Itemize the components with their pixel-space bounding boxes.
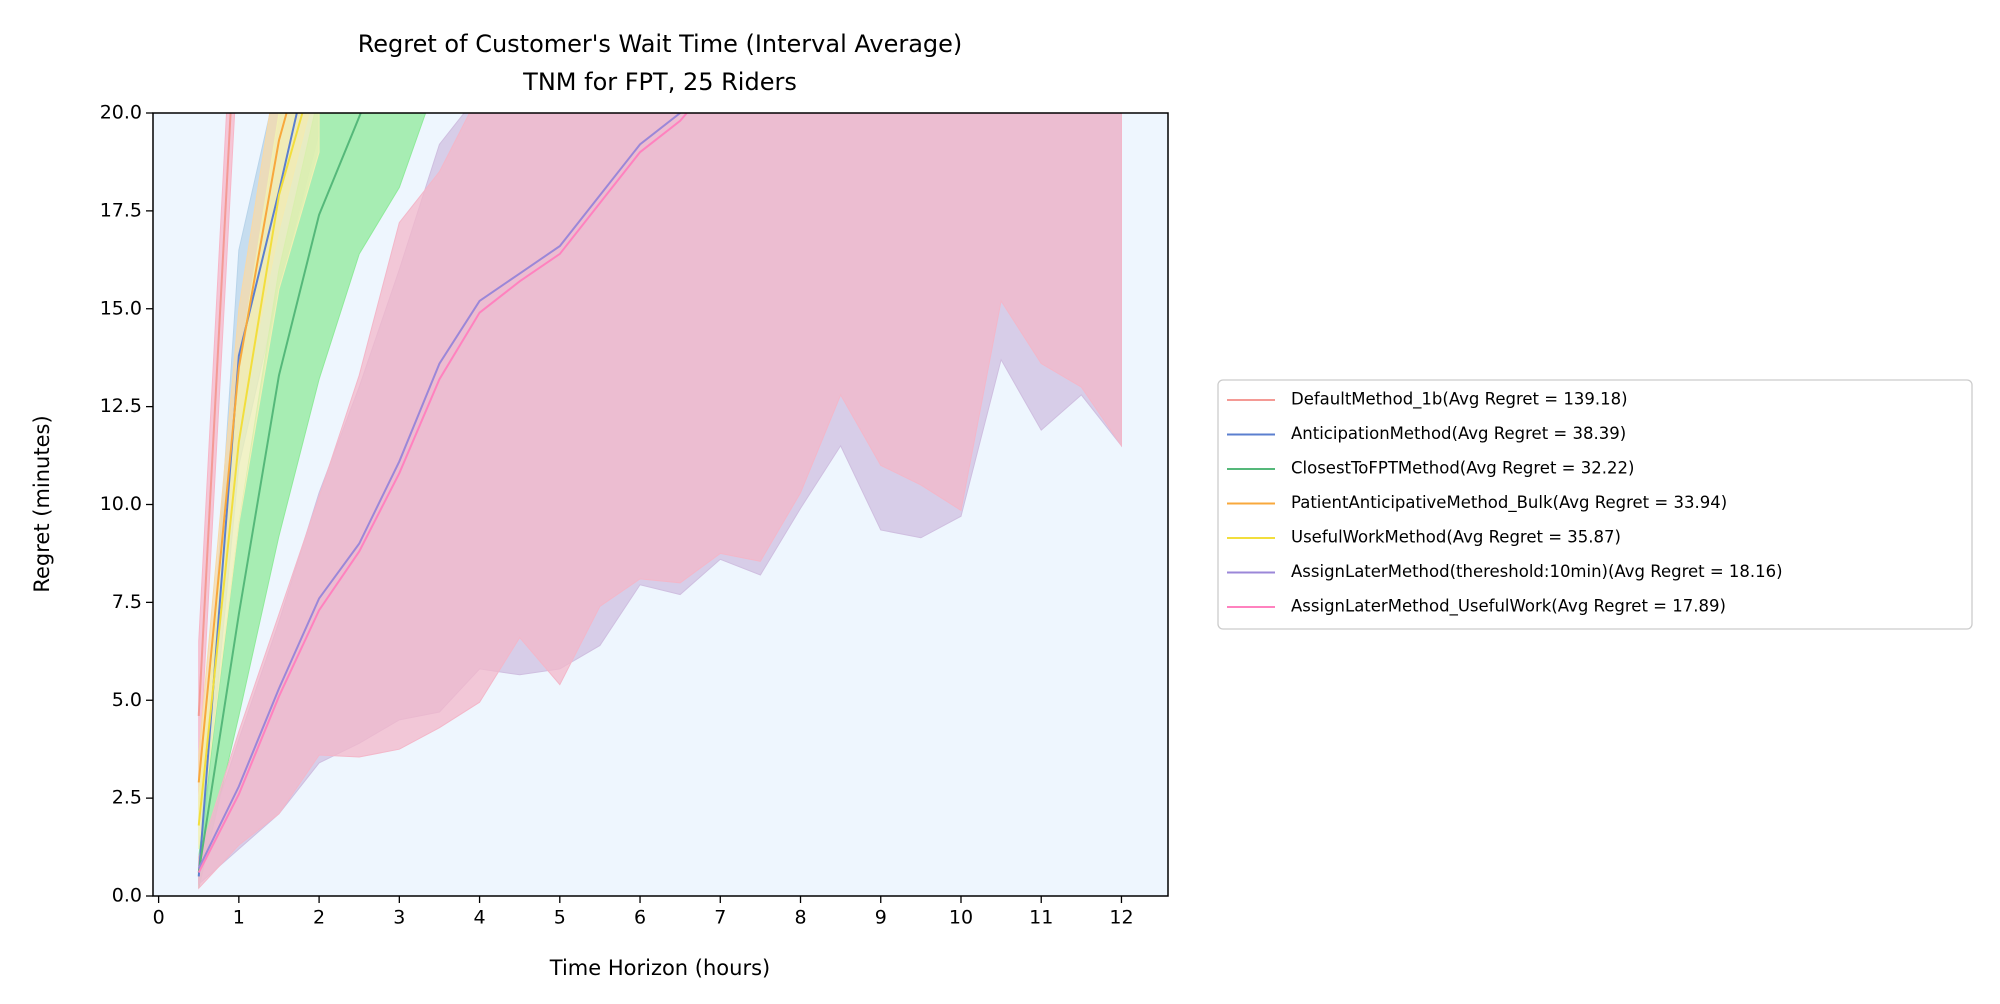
x-tick-label: 0 [153,907,165,929]
x-tick-label: 10 [949,907,973,929]
x-tick-label: 7 [714,907,726,929]
legend-label: AssignLaterMethod_UsefulWork(Avg Regret … [1291,597,1726,617]
series-line [197,113,362,873]
chart-title: Regret of Customer's Wait Time (Interval… [358,30,963,58]
series-line [197,113,232,716]
x-tick-label: 4 [474,907,486,929]
plot-area [197,113,1122,890]
legend-label: PatientAnticipativeMethod_Bulk(Avg Regre… [1291,493,1727,513]
x-tick-label: 9 [875,907,887,929]
series-line [197,113,304,826]
legend-label: AnticipationMethod(Avg Regret = 38.39) [1291,424,1626,443]
y-tick-label: 0.0 [112,885,142,907]
chart-subtitle: TNM for FPT, 25 Riders [522,68,797,96]
y-tick-label: 17.5 [100,199,142,221]
confidence-band [198,113,320,850]
x-tick-label: 11 [1029,907,1053,929]
y-tick-label: 2.5 [112,787,142,809]
x-tick-label: 1 [233,907,245,929]
series-line [197,113,288,783]
y-tick-label: 15.0 [100,297,142,319]
x-tick-label: 5 [554,907,566,929]
x-tick-label: 3 [393,907,405,929]
y-tick-label: 7.5 [112,591,142,613]
series-line [197,113,682,870]
series-line [197,113,689,873]
y-tick-label: 20.0 [100,102,142,124]
y-tick-label: 10.0 [100,493,142,515]
legend-box [1217,379,1973,630]
y-tick-label: 5.0 [112,689,142,711]
legend-label: AssignLaterMethod(thereshold:10min)(Avg … [1291,562,1783,581]
x-tick-label: 2 [313,907,325,929]
confidence-band [198,113,1122,890]
legend-label: DefaultMethod_1b(Avg Regret = 139.18) [1291,390,1628,410]
legend-label: UsefulWorkMethod(Avg Regret = 35.87) [1291,528,1621,547]
legend-label: ClosestToFPTMethod(Avg Regret = 32.22) [1291,459,1634,478]
series-line [197,113,298,877]
x-tick-label: 6 [634,907,646,929]
confidence-band [198,113,236,779]
x-axis-label: Time Horizon (hours) [549,956,770,980]
x-tick-label: 12 [1109,907,1133,929]
x-tick-label: 8 [794,907,806,929]
y-axis-label: Regret (minutes) [30,415,54,592]
y-tick-label: 12.5 [100,395,142,417]
